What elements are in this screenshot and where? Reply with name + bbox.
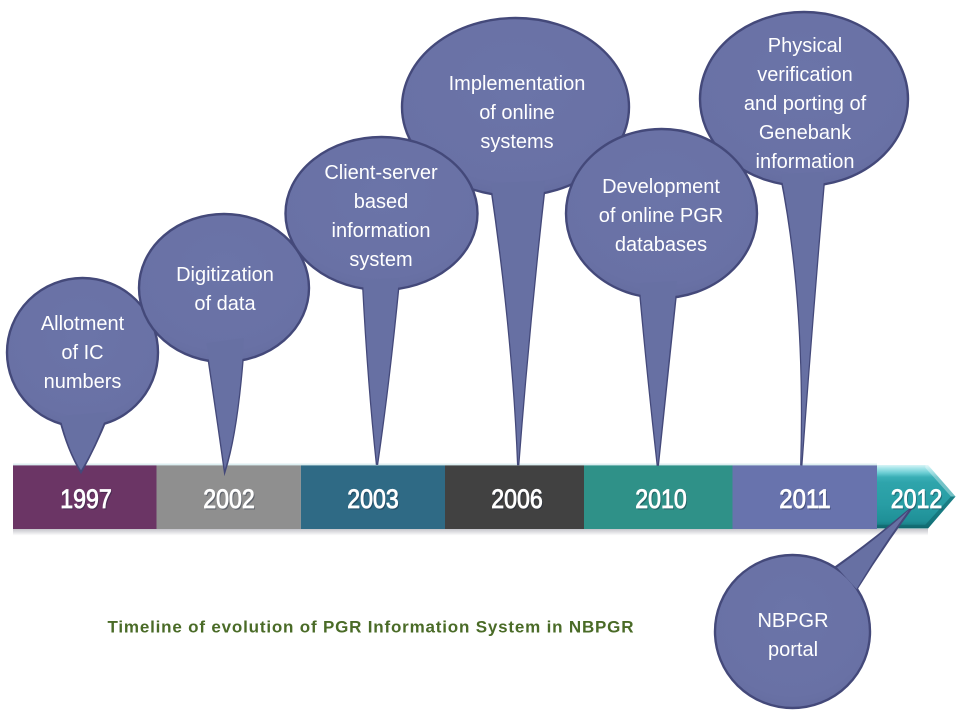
svg-text:2002: 2002 — [204, 485, 256, 515]
svg-text:Development: Development — [602, 176, 720, 198]
svg-text:information: information — [756, 151, 855, 173]
svg-text:2011: 2011 — [779, 484, 831, 514]
svg-text:numbers: numbers — [44, 371, 122, 393]
svg-text:2012: 2012 — [891, 484, 943, 514]
svg-text:2003: 2003 — [347, 484, 399, 514]
svg-text:Client-server: Client-server — [324, 162, 438, 184]
svg-text:systems: systems — [480, 131, 553, 153]
svg-text:of online PGR: of online PGR — [599, 205, 724, 227]
svg-text:verification: verification — [757, 64, 853, 86]
svg-text:portal: portal — [768, 639, 818, 661]
svg-text:based: based — [354, 191, 409, 213]
svg-text:system: system — [349, 249, 412, 271]
svg-text:Digitization: Digitization — [176, 264, 274, 286]
svg-text:Implementation: Implementation — [449, 73, 586, 95]
svg-text:Physical: Physical — [768, 35, 842, 57]
svg-text:2002: 2002 — [203, 484, 255, 514]
svg-text:of IC: of IC — [61, 342, 103, 364]
svg-text:2010: 2010 — [636, 485, 688, 515]
svg-text:and porting of: and porting of — [744, 93, 867, 115]
svg-text:information: information — [332, 220, 431, 242]
svg-text:2012: 2012 — [892, 485, 944, 515]
svg-text:2011: 2011 — [780, 485, 832, 515]
svg-text:1997: 1997 — [61, 485, 113, 515]
svg-text:2006: 2006 — [492, 485, 544, 515]
svg-text:2006: 2006 — [491, 484, 543, 514]
svg-text:of data: of data — [194, 293, 256, 315]
svg-text:of online: of online — [479, 102, 555, 124]
svg-text:2003: 2003 — [348, 485, 400, 515]
svg-text:databases: databases — [615, 234, 707, 256]
svg-text:Genebank: Genebank — [759, 122, 852, 144]
svg-text:Allotment: Allotment — [41, 313, 125, 335]
svg-text:1997: 1997 — [60, 484, 112, 514]
svg-text:Timeline of evolution of PGR I: Timeline of evolution of PGR Information… — [108, 618, 634, 637]
svg-text:2010: 2010 — [635, 484, 687, 514]
svg-text:NBPGR: NBPGR — [757, 610, 828, 632]
